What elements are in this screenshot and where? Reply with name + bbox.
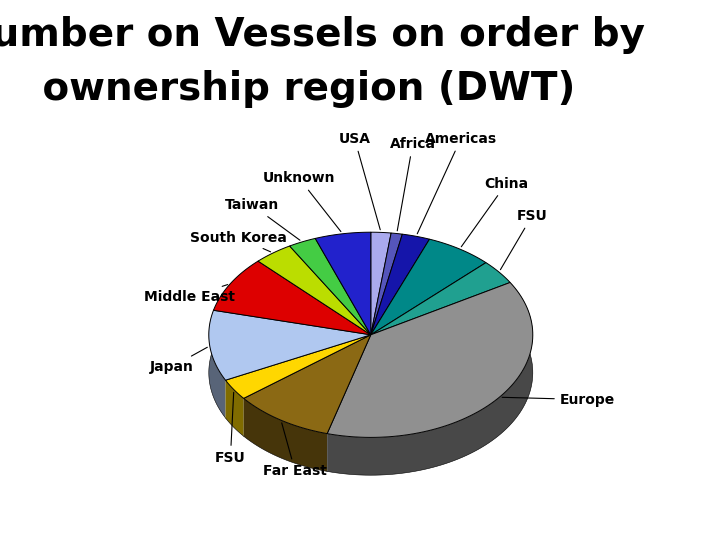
Text: China: China [462, 177, 528, 247]
Text: Middle East: Middle East [144, 285, 235, 304]
Polygon shape [243, 399, 327, 471]
Polygon shape [209, 310, 371, 380]
Text: Americas: Americas [418, 132, 497, 234]
Text: FSU: FSU [215, 393, 246, 465]
Text: USA: USA [338, 132, 380, 230]
Polygon shape [315, 232, 371, 335]
Polygon shape [214, 261, 371, 335]
Polygon shape [225, 335, 371, 399]
Text: Japan: Japan [150, 347, 207, 374]
Text: ownership region (DWT): ownership region (DWT) [30, 70, 575, 108]
Polygon shape [289, 239, 371, 335]
Polygon shape [371, 262, 510, 335]
Polygon shape [225, 380, 243, 436]
Text: Unknown: Unknown [263, 171, 341, 232]
Text: Number on Vessels on order by: Number on Vessels on order by [0, 16, 645, 54]
Polygon shape [371, 232, 391, 335]
Polygon shape [258, 246, 371, 335]
Polygon shape [371, 233, 402, 335]
Text: Africa: Africa [390, 137, 436, 231]
Polygon shape [327, 282, 533, 437]
Polygon shape [327, 282, 533, 475]
Text: FSU: FSU [500, 209, 547, 269]
Text: Taiwan: Taiwan [225, 198, 300, 240]
Polygon shape [371, 234, 430, 335]
Polygon shape [209, 310, 225, 418]
Text: Far East: Far East [264, 423, 327, 478]
Polygon shape [371, 239, 486, 335]
Text: South Korea: South Korea [190, 231, 287, 252]
Polygon shape [243, 335, 371, 434]
Text: Europe: Europe [502, 393, 615, 407]
